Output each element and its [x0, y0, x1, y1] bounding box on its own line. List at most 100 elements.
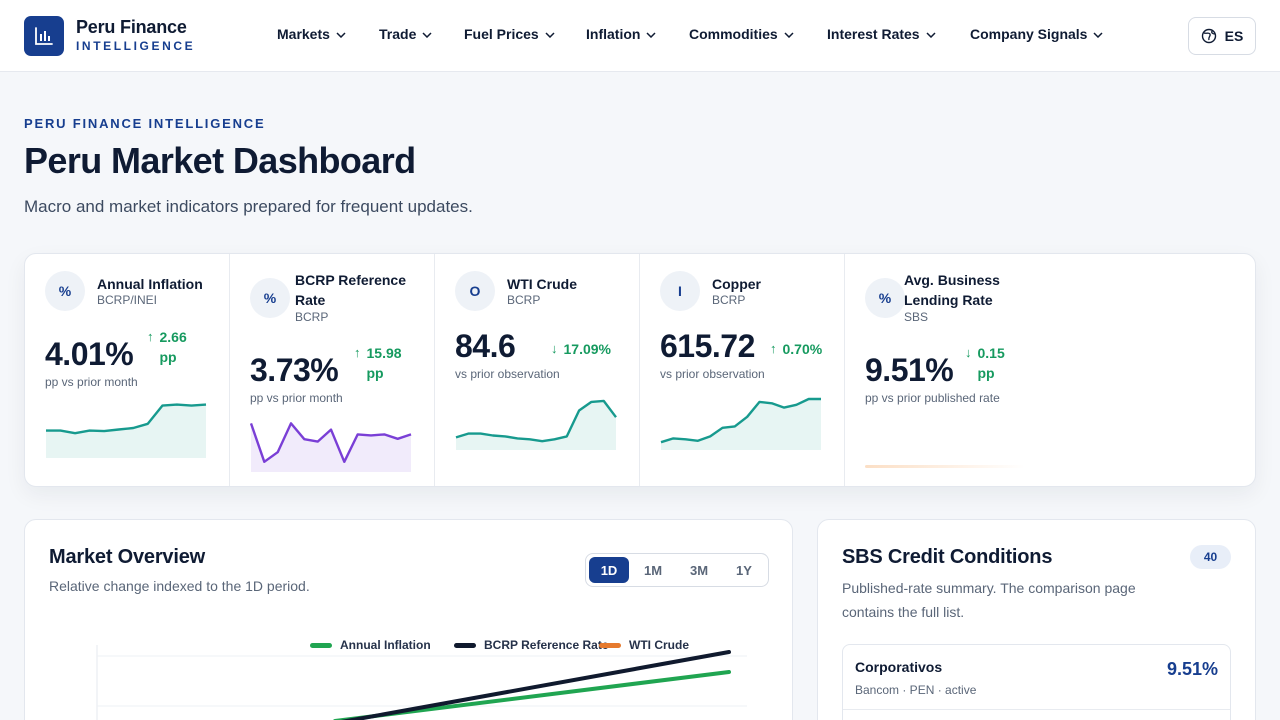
- sparkline-area: [456, 400, 616, 450]
- oil-icon: O: [455, 271, 495, 311]
- kpi-sparkline: [46, 403, 207, 458]
- legend-swatch: [310, 642, 332, 648]
- globe-icon: [1201, 28, 1216, 44]
- kpi-value: 84.6: [455, 328, 516, 364]
- legend-label: WTI Crude: [629, 638, 689, 652]
- percent-icon: %: [865, 278, 905, 318]
- kpi-sparkline-placeholder: [865, 465, 1025, 468]
- chevron-down-icon: [422, 31, 432, 38]
- legend-item[interactable]: BCRP Reference Rate: [454, 638, 609, 652]
- kpi-source: BCRP: [507, 293, 541, 307]
- nav-item-interest-rates[interactable]: Interest Rates: [827, 26, 936, 42]
- nav-item-trade[interactable]: Trade: [379, 26, 432, 42]
- language-toggle-button[interactable]: ES: [1188, 17, 1256, 55]
- kpi-card-avg-business-lending-rate[interactable]: % Avg. Business Lending Rate SBS 9.51% ↓…: [845, 254, 1050, 486]
- percent-icon: %: [45, 271, 85, 311]
- kpi-delta-value: 0.15 pp: [977, 345, 1005, 381]
- range-button-1d[interactable]: 1D: [589, 557, 629, 583]
- kpi-source: BCRP: [712, 293, 746, 307]
- kpi-title: Annual Inflation: [97, 276, 203, 292]
- kpi-card-copper[interactable]: I Copper BCRP 615.72 ↑ 0.70% vs prior ob…: [640, 254, 845, 486]
- arrow-down-icon: ↓: [965, 345, 972, 360]
- count-badge: 40: [1190, 545, 1231, 569]
- sparkline-line: [660, 397, 821, 444]
- kpi-delta: ↓ 17.09%: [551, 339, 611, 359]
- legend-label: BCRP Reference Rate: [484, 638, 609, 652]
- panel-subtitle: Relative change indexed to the 1D period…: [49, 578, 310, 594]
- range-button-1y[interactable]: 1Y: [736, 562, 752, 578]
- nav-label: Interest Rates: [827, 26, 920, 42]
- sparkline-line: [46, 403, 207, 435]
- kpi-sparkline: [250, 422, 412, 472]
- eyebrow-label: PERU FINANCE INTELLIGENCE: [24, 116, 266, 131]
- kpi-value: 4.01%: [45, 336, 134, 372]
- industry-icon: I: [660, 271, 700, 311]
- kpi-value: 9.51%: [865, 352, 954, 388]
- arrow-up-icon: ↑: [354, 345, 361, 360]
- nav-item-markets[interactable]: Markets: [277, 26, 346, 42]
- sbs-credit-conditions-panel: SBS Credit Conditions 40 Published-rate …: [817, 519, 1256, 720]
- kpi-source: BCRP: [295, 310, 329, 324]
- kpi-value: 615.72: [660, 328, 755, 364]
- kpi-strip: % Annual Inflation BCRP/INEI 4.01% ↑ 2.6…: [24, 253, 1256, 487]
- kpi-title: Avg. Business Lending Rate: [904, 272, 1000, 308]
- range-button-3m[interactable]: 3M: [689, 562, 709, 578]
- sparkline-area: [661, 399, 821, 450]
- percent-icon: %: [250, 278, 290, 318]
- range-button-1m[interactable]: 1M: [643, 562, 663, 578]
- range-selector: 1D 1M 3M 1Y: [585, 553, 769, 587]
- kpi-source: BCRP/INEI: [97, 293, 158, 307]
- kpi-delta-value: 17.09%: [563, 341, 611, 357]
- kpi-card-annual-inflation[interactable]: % Annual Inflation BCRP/INEI 4.01% ↑ 2.6…: [25, 254, 230, 486]
- kpi-note: pp vs prior month: [45, 375, 138, 389]
- kpi-card-wti-crude[interactable]: O WTI Crude BCRP 84.6 ↓ 17.09% vs prior …: [435, 254, 640, 486]
- kpi-sparkline: [660, 397, 821, 450]
- kpi-value: 3.73%: [250, 352, 339, 388]
- chevron-down-icon: [926, 31, 936, 38]
- bar-chart-icon: [35, 27, 53, 45]
- brand-tagline: INTELLIGENCE: [76, 39, 196, 53]
- legend-item[interactable]: Annual Inflation: [310, 638, 431, 652]
- chevron-down-icon: [336, 31, 346, 38]
- legend-item[interactable]: WTI Crude: [599, 638, 689, 652]
- page-subtitle: Macro and market indicators prepared for…: [24, 197, 473, 216]
- kpi-delta-value: 0.70%: [782, 341, 823, 357]
- page-title: Peru Market Dashboard: [24, 140, 416, 181]
- nav-label: Markets: [277, 26, 330, 42]
- arrow-up-icon: ↑: [147, 329, 154, 344]
- nav-label: Fuel Prices: [464, 26, 539, 42]
- kpi-title: BCRP Reference Rate: [295, 272, 407, 308]
- sparkline-area: [46, 404, 206, 458]
- nav-item-fuel-prices[interactable]: Fuel Prices: [464, 26, 555, 42]
- legend-label: Annual Inflation: [340, 638, 431, 652]
- kpi-note: vs prior observation: [455, 367, 560, 381]
- kpi-card-bcrp-reference-rate[interactable]: % BCRP Reference Rate BCRP 3.73% ↑ 15.98…: [230, 254, 435, 486]
- brand-name[interactable]: Peru Finance: [76, 17, 187, 37]
- kpi-delta: ↑ 2.66 pp: [147, 327, 207, 367]
- rate-name[interactable]: Corporativos: [855, 659, 943, 675]
- language-label: ES: [1224, 28, 1244, 44]
- arrow-up-icon: ↑: [770, 341, 777, 356]
- kpi-delta: ↑ 0.70%: [770, 339, 822, 359]
- nav-item-commodities[interactable]: Commodities: [689, 26, 794, 42]
- nav-item-company-signals[interactable]: Company Signals: [970, 26, 1103, 42]
- nav-label: Trade: [379, 26, 417, 42]
- market-overview-panel: Market Overview Relative change indexed …: [24, 519, 793, 720]
- logo[interactable]: [24, 16, 64, 56]
- rate-meta: Bancom · PEN · active: [855, 683, 977, 697]
- nav-label: Commodities: [689, 26, 778, 42]
- kpi-source: SBS: [904, 310, 929, 324]
- kpi-delta-value: 2.66 pp: [159, 329, 187, 365]
- rate-value: 9.51%: [1166, 659, 1218, 679]
- kpi-title: WTI Crude: [507, 276, 577, 292]
- chevron-down-icon: [1093, 31, 1103, 38]
- kpi-delta: ↑ 15.98 pp: [354, 343, 416, 383]
- nav-label: Inflation: [586, 26, 641, 42]
- arrow-down-icon: ↓: [551, 341, 558, 356]
- panel-subtitle: Published-rate summary. The comparison p…: [842, 580, 1136, 620]
- nav-item-inflation[interactable]: Inflation: [586, 26, 656, 42]
- panel-title: Market Overview: [49, 546, 205, 568]
- chevron-down-icon: [784, 31, 794, 38]
- chevron-down-icon: [646, 31, 656, 38]
- kpi-note: vs prior observation: [660, 367, 765, 381]
